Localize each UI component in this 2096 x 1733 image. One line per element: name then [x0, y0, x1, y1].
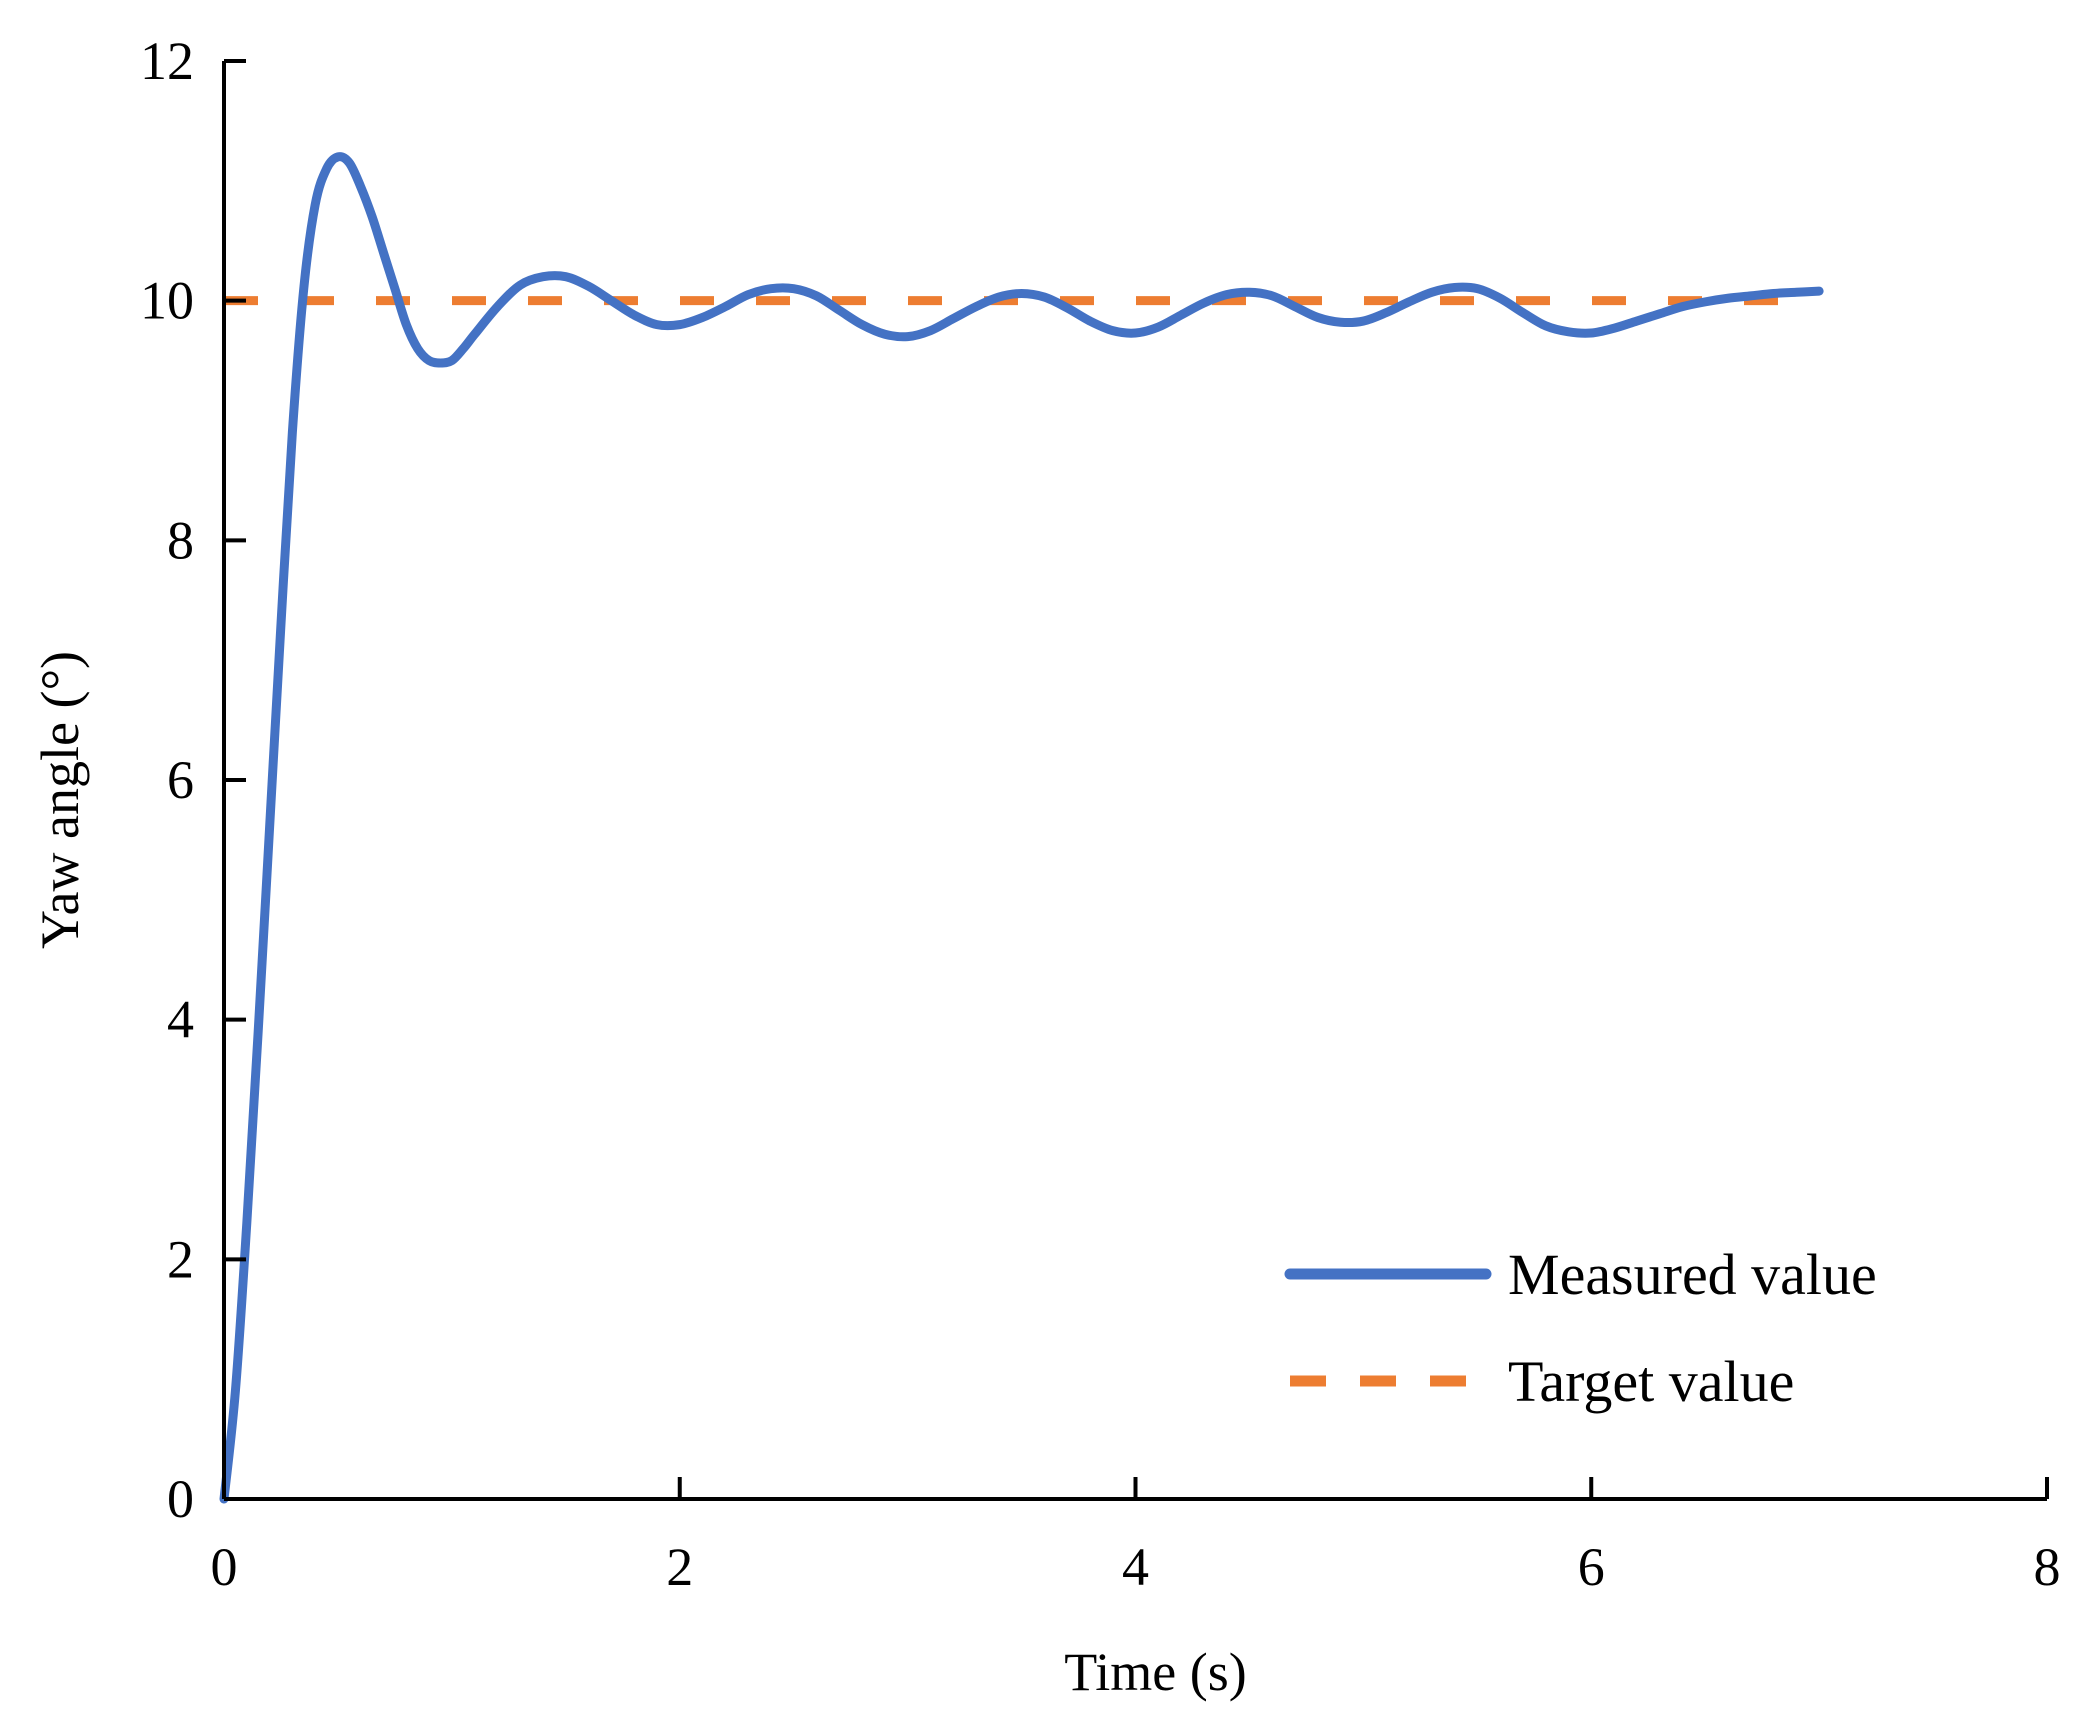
legend: Measured value Target value — [1284, 1242, 1877, 1414]
x-axis-title: Time (s) — [1064, 1642, 1247, 1702]
y-tick-label-2: 4 — [167, 990, 194, 1050]
y-tick-label-0: 0 — [167, 1469, 194, 1529]
y-tick-label-1: 2 — [167, 1229, 194, 1289]
y-tick-label-3: 6 — [167, 750, 194, 810]
series-line-measured — [219, 152, 1824, 1504]
legend-label-target: Target value — [1508, 1349, 1794, 1414]
y-tick-label-6: 12 — [140, 31, 194, 91]
legend-label-measured: Measured value — [1508, 1242, 1877, 1307]
y-axis-title: Yaw angle (°) — [30, 651, 90, 949]
series-layer — [219, 152, 1824, 1504]
y-tick-label-4: 8 — [167, 510, 194, 570]
y-tick-label-5: 10 — [140, 271, 194, 331]
x-tick-label-2: 4 — [1122, 1537, 1149, 1597]
x-tick-label-0: 0 — [211, 1537, 238, 1597]
x-tick-label-3: 6 — [1578, 1537, 1605, 1597]
x-tick-label-1: 2 — [666, 1537, 693, 1597]
ticks-layer: 0 2 4 6 8 10 12 0 2 4 6 8 — [140, 31, 2061, 1597]
x-tick-label-4: 8 — [2034, 1537, 2061, 1597]
